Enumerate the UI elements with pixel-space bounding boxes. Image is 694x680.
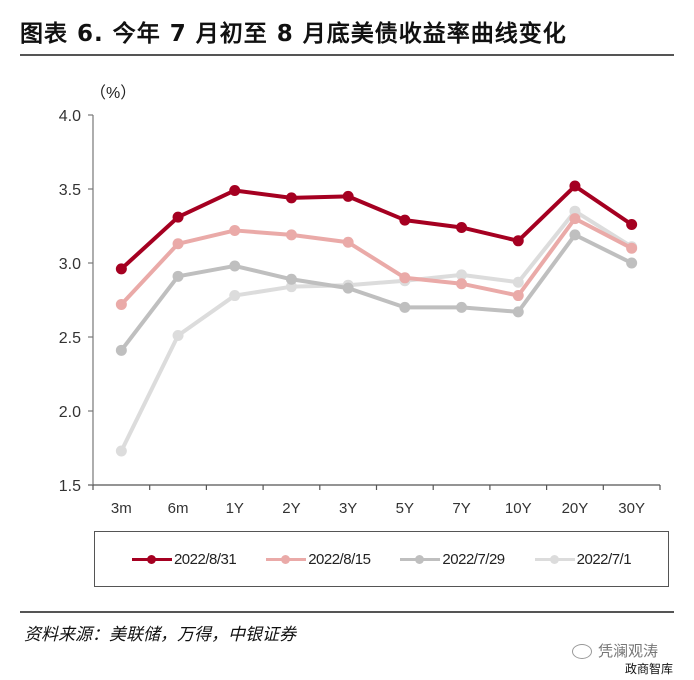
data-point bbox=[172, 330, 184, 342]
y-tick-label: 1.5 bbox=[59, 478, 81, 495]
x-tick-label: 1Y bbox=[226, 500, 244, 517]
data-point bbox=[456, 221, 468, 233]
data-point bbox=[229, 184, 241, 196]
chart-legend: 2022/8/31 2022/8/15 2022/7/29 2022/7/1 bbox=[94, 531, 669, 587]
data-point bbox=[172, 270, 184, 282]
y-tick-label: 2.5 bbox=[59, 330, 81, 347]
data-point bbox=[229, 224, 241, 236]
data-point bbox=[115, 298, 127, 310]
x-tick-label: 5Y bbox=[396, 500, 414, 517]
legend-marker-icon bbox=[131, 554, 172, 564]
data-point bbox=[115, 344, 127, 356]
data-point bbox=[285, 273, 297, 285]
data-point bbox=[285, 229, 297, 241]
data-point bbox=[229, 290, 241, 302]
data-point bbox=[172, 211, 184, 223]
data-point bbox=[626, 219, 638, 231]
legend-item: 2022/7/1 bbox=[534, 550, 632, 568]
data-point bbox=[456, 278, 468, 290]
source-note: 资料来源：美联储，万得，中银证券 bbox=[24, 625, 296, 645]
bottom-divider bbox=[20, 611, 674, 613]
series-2022/7/29 bbox=[115, 229, 638, 356]
data-point bbox=[512, 276, 524, 288]
data-point bbox=[172, 238, 184, 250]
legend-label: 2022/7/1 bbox=[576, 550, 632, 568]
data-point bbox=[512, 306, 524, 318]
x-tick-label: 2Y bbox=[282, 500, 300, 517]
line-chart: （%） 4.0 3.5 3.0 2.5 2.0 1.5 3m 6m 1Y 2Y 3Y 5Y 7Y 10Y 20… bbox=[59, 84, 661, 517]
x-tick-label: 6m bbox=[168, 500, 189, 517]
data-point bbox=[626, 257, 638, 269]
chart-title: 图表 6. 今年 7 月初至 8 月底美债收益率曲线变化 bbox=[20, 21, 567, 47]
watermark-text: 凭澜观涛 bbox=[598, 642, 659, 660]
legend-item: 2022/7/29 bbox=[400, 550, 505, 568]
data-point bbox=[456, 269, 468, 281]
legend-marker-icon bbox=[534, 554, 575, 564]
legend-marker-icon bbox=[266, 554, 307, 564]
data-point bbox=[512, 290, 524, 302]
x-tick-label: 3Y bbox=[339, 500, 357, 517]
data-point bbox=[115, 445, 127, 457]
data-point bbox=[399, 301, 411, 313]
legend-label: 2022/7/29 bbox=[442, 550, 505, 568]
y-tick-label: 4.0 bbox=[59, 108, 81, 125]
series-2022/8/31 bbox=[115, 180, 638, 275]
x-tick-label: 10Y bbox=[505, 500, 532, 517]
wechat-icon bbox=[572, 644, 592, 659]
x-tick-label: 30Y bbox=[618, 500, 645, 517]
watermark-sub: 政商智库 bbox=[625, 662, 674, 676]
legend-marker-icon bbox=[400, 554, 441, 564]
y-tick-label: 3.0 bbox=[59, 256, 81, 273]
x-tick-label: 7Y bbox=[452, 500, 470, 517]
data-point bbox=[569, 180, 581, 192]
data-point bbox=[399, 272, 411, 284]
data-point bbox=[342, 236, 354, 248]
data-point bbox=[399, 214, 411, 226]
y-tick-label: 3.5 bbox=[59, 182, 81, 199]
watermark: 凭澜观涛 bbox=[572, 640, 658, 661]
data-point bbox=[342, 190, 354, 202]
legend-label: 2022/8/31 bbox=[173, 550, 237, 568]
top-divider bbox=[20, 54, 674, 56]
data-point bbox=[456, 301, 468, 313]
data-point bbox=[512, 235, 524, 247]
data-point bbox=[229, 260, 241, 272]
x-tick-label: 20Y bbox=[562, 500, 589, 517]
y-axis-unit: （%） bbox=[90, 84, 136, 102]
legend-label: 2022/8/15 bbox=[308, 550, 371, 568]
x-tick-label: 3m bbox=[111, 500, 132, 517]
data-point bbox=[569, 213, 581, 225]
data-point bbox=[626, 242, 638, 254]
series-2022/8/15 bbox=[115, 213, 638, 310]
legend-item: 2022/8/31 bbox=[131, 550, 237, 568]
data-point bbox=[569, 229, 581, 241]
data-point bbox=[115, 263, 127, 275]
legend-item: 2022/8/15 bbox=[266, 550, 371, 568]
data-point bbox=[342, 282, 354, 294]
y-tick-label: 2.0 bbox=[59, 404, 81, 421]
data-point bbox=[285, 192, 297, 204]
